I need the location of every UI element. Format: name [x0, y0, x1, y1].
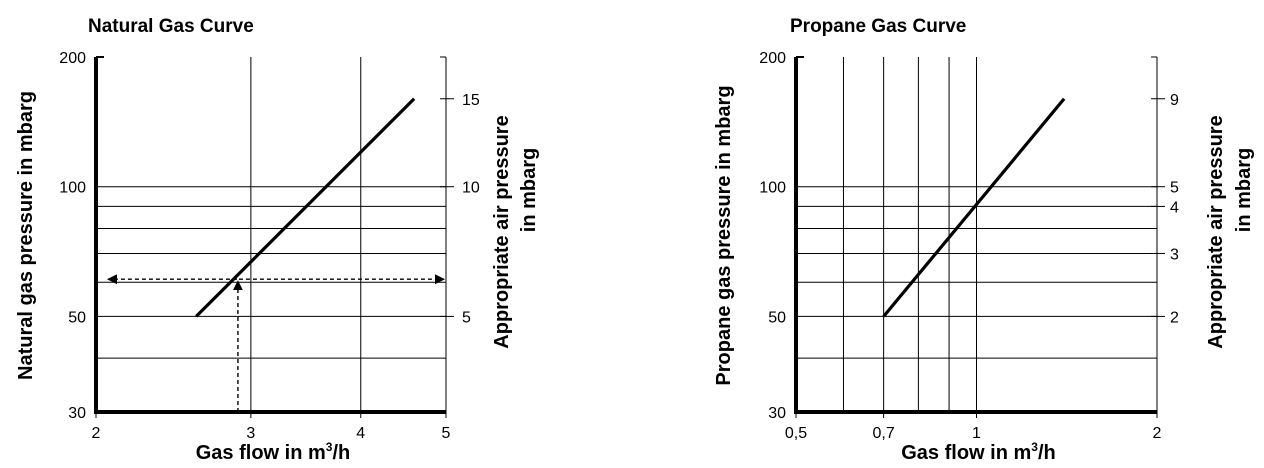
x-axis-title: Gas flow in m3/h — [901, 440, 1056, 464]
x-axis-title-text: Gas flow in m — [901, 442, 1031, 464]
y2-axis-title-line2: in mbarg — [518, 148, 540, 232]
y-axis-title: Natural gas pressure in mbarg — [15, 91, 37, 380]
y2-tick-label: 15 — [462, 92, 480, 109]
x-axis-title-text: Gas flow in m — [196, 442, 326, 464]
chart-title: Natural Gas Curve — [88, 16, 254, 37]
x-axis-title-unit: /h — [332, 442, 350, 464]
y-tick-label: 200 — [59, 50, 86, 67]
y2-axis-title-line1: Appropriate air pressure — [1205, 115, 1227, 348]
y2-tick-label: 3 — [1170, 246, 1179, 263]
y-axis-title: Propane gas pressure in mbarg — [713, 85, 735, 385]
x-tick-label: 2 — [92, 425, 101, 442]
y-tick-label: 100 — [759, 180, 786, 197]
y2-tick-label: 5 — [1170, 180, 1179, 197]
x-axis-title-sup: 3 — [326, 440, 333, 454]
y2-axis-title-line2: in mbarg — [1233, 148, 1255, 232]
y-tick-label: 200 — [759, 50, 786, 67]
chart-title: Propane Gas Curve — [790, 16, 966, 37]
x-tick-label: 1 — [972, 425, 981, 442]
x-tick-label: 0,7 — [872, 425, 894, 442]
x-tick-label: 5 — [442, 425, 451, 442]
x-tick-label: 0,5 — [785, 425, 807, 442]
y2-tick-label: 4 — [1170, 199, 1179, 216]
x-tick-label: 3 — [246, 425, 255, 442]
y2-tick-label: 10 — [462, 180, 480, 197]
series-line — [195, 97, 416, 318]
y-tick-label: 30 — [768, 405, 786, 422]
y2-axis-title-line1: Appropriate air pressure — [491, 115, 513, 348]
x-tick-label: 2 — [1153, 425, 1162, 442]
y2-tick-label: 9 — [1170, 92, 1179, 109]
y-tick-label: 100 — [59, 180, 86, 197]
y2-tick-label: 2 — [1170, 309, 1179, 326]
x-tick-label: 4 — [356, 425, 365, 442]
x-axis-title-sup: 3 — [1031, 440, 1038, 454]
y-tick-label: 50 — [768, 309, 786, 326]
y-tick-label: 50 — [68, 309, 86, 326]
series-line — [882, 97, 1066, 318]
x-axis-title: Gas flow in m3/h — [196, 440, 351, 464]
y2-tick-label: 5 — [462, 309, 471, 326]
x-axis-title-unit: /h — [1038, 442, 1056, 464]
y-tick-label: 30 — [68, 405, 86, 422]
chart-natural-gas: Natural Gas Curve 30 50 100 200 2 3 4 5 15 10 5 Natu… — [15, 16, 540, 464]
chart-propane-gas: Propane Gas Curve 30 50 100 200 0,5 0,7 1 2 9 5 4 3 2… — [713, 16, 1255, 464]
